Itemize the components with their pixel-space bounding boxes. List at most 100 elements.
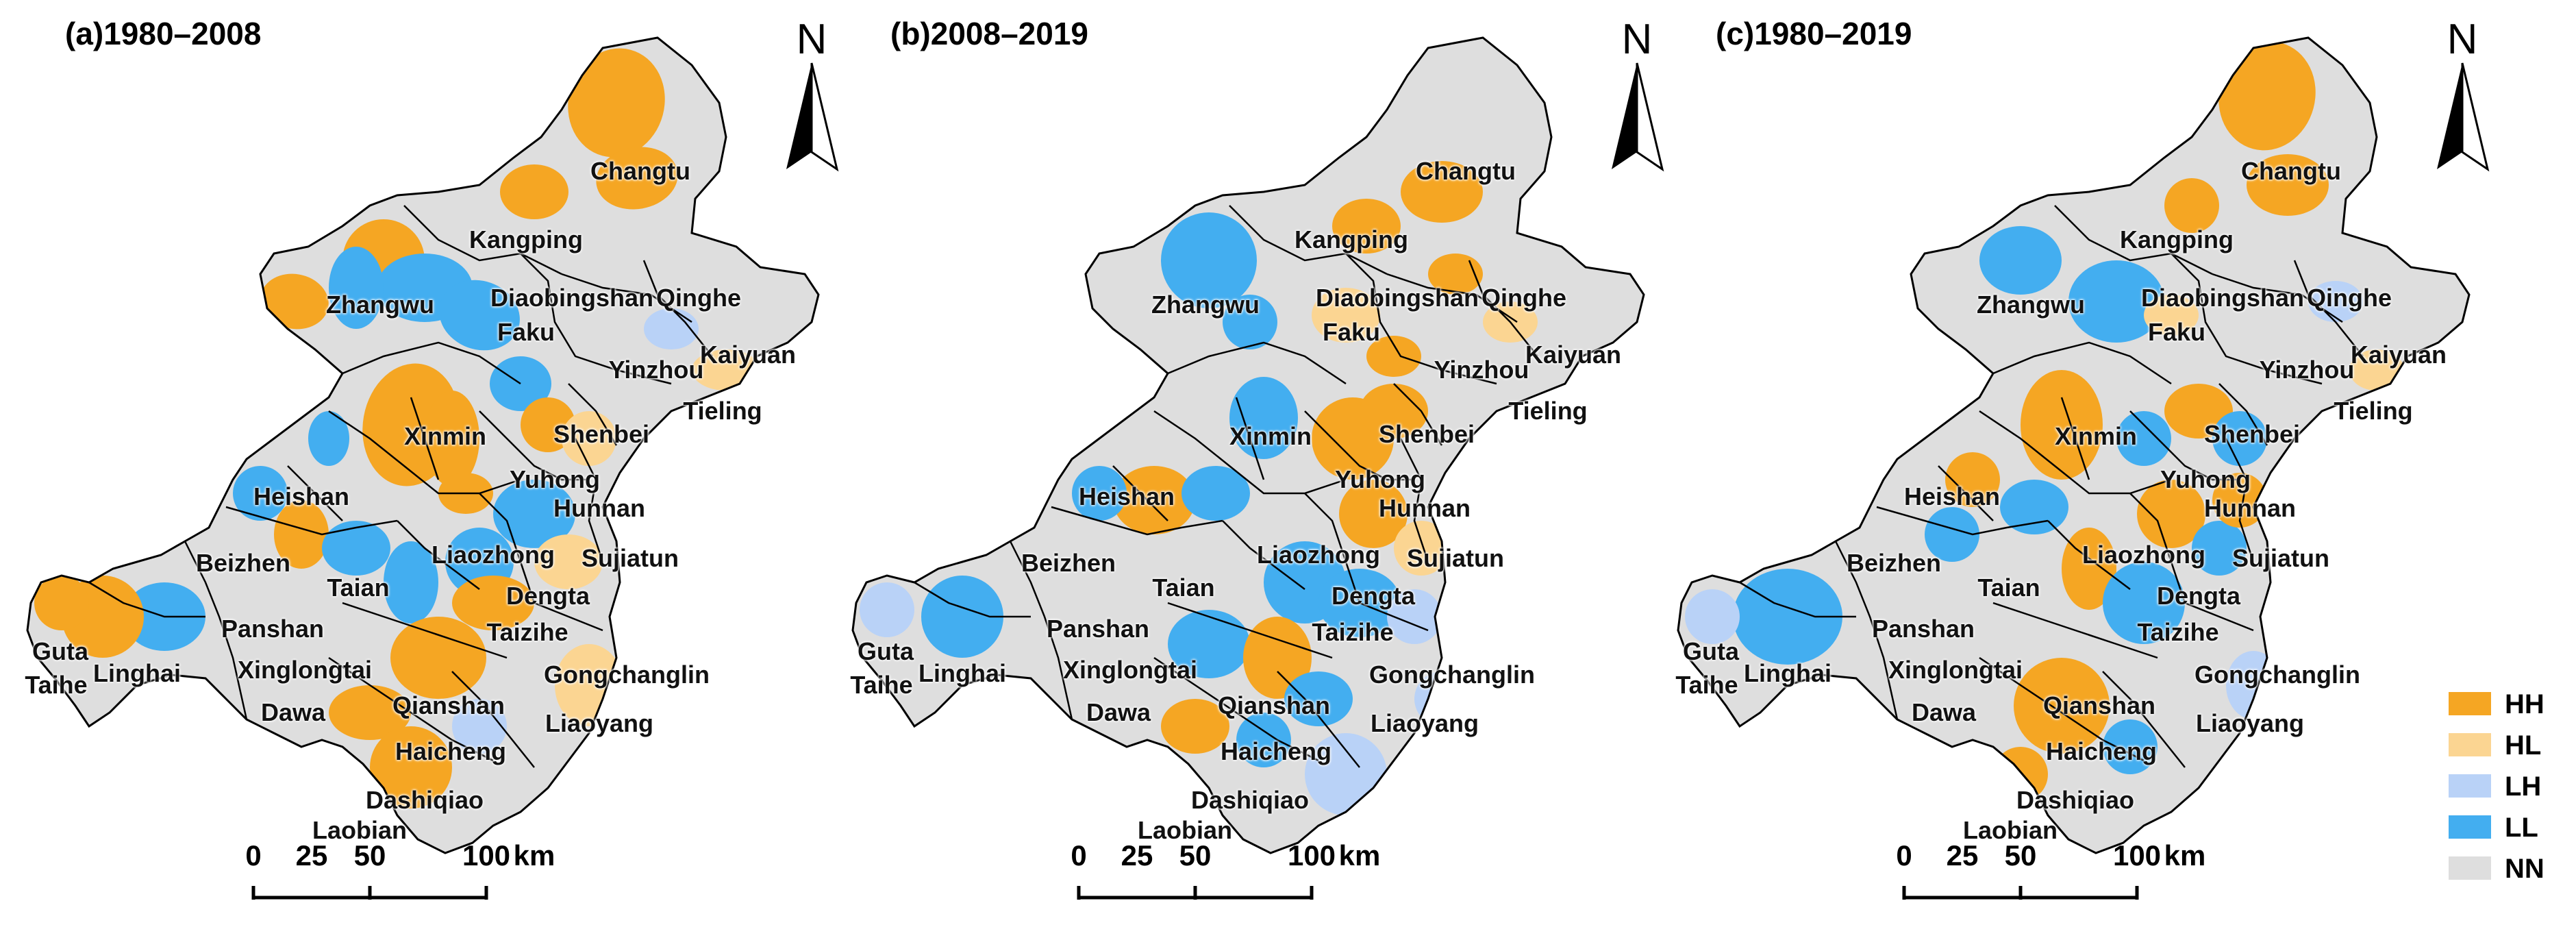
map-legend: HH HL LH LL NN [2449,685,2572,891]
place-label: Kaiyuan [2350,341,2447,369]
patch-ll [1223,295,1277,349]
place-label: Shenbei [2203,420,2301,448]
scale-bar-line [1902,886,2139,900]
district-boundary [520,253,672,385]
place-label: Hunnan [553,494,645,522]
study-area-outline [851,36,1645,854]
scale-tick-label: 0 [1896,839,1912,872]
district-boundary [2047,520,2131,590]
panel-title: (c)1980–2019 [1716,16,1912,51]
place-label: Kangping [1295,225,1408,254]
legend-swatch-ll [2449,815,2491,839]
patch-ll [1168,610,1250,678]
study-area-outline [26,36,820,854]
district-boundary [479,410,589,481]
place-label: Panshan [1046,615,1150,643]
patch-hh [452,576,534,630]
scale-bar: 0 25 50 100 km [245,839,610,915]
place-label: Xinglongtai [1063,656,1197,684]
place-label: Guta [32,637,89,665]
legend-item-nn: NN [2449,850,2572,891]
patch-ll [2212,411,2267,466]
place-label: Beizhen [1021,549,1116,577]
district-boundary [642,260,713,357]
scale-tick-label: 25 [1121,839,1153,872]
place-label: Shenbei [553,420,650,448]
north-arrow-right-half [810,62,839,172]
place-label: Diaobingshan [490,284,654,312]
map-canvas [851,36,1645,854]
north-arrow-label: N [796,16,827,63]
patch-hh [274,500,329,569]
place-label: Tieling [683,397,762,425]
patch-hh [425,391,479,486]
place-label: Shenbei [1378,420,1475,448]
legend-swatch-lh [2449,774,2491,798]
place-label: Dawa [1911,698,1977,726]
place-label: Liaoyang [545,709,654,737]
district-boundary [397,520,480,590]
place-label: Hunnan [1379,494,1471,522]
district-boundary [1992,341,2172,385]
place-label: Dengta [505,582,590,610]
place-label: Liaoyang [1370,709,1479,737]
place-label: Laobian [1962,816,2058,844]
place-label: Xinmin [403,422,487,450]
patch-hl [2349,349,2404,391]
legend-label-hl: HL [2505,730,2542,761]
place-label: Liaozhong [432,541,555,569]
north-arrow-left-half [786,63,812,169]
scale-tick-label: 100 [2112,839,2162,872]
place-label: Sujiatun [582,544,679,572]
place-label: Haicheng [2045,737,2158,765]
district-boundary [342,602,508,659]
legend-swatch-hh [2449,692,2491,715]
panel-title: (b)2008–2019 [890,16,1088,51]
patch-hh [1161,699,1229,754]
place-label: Panshan [1871,615,1975,643]
study-area-outline [1677,36,2471,854]
place-label: Dawa [260,698,326,726]
place-label: Liaozhong [1257,541,1380,569]
scale-bar-line [1077,886,1314,900]
scale-tick-label: 25 [295,839,328,872]
place-label: Yuhong [510,465,600,493]
place-label: Tieling [2334,397,2413,425]
district-boundary [410,397,440,480]
scale-tick-label: 0 [1071,839,1087,872]
patch-hh [370,726,452,809]
place-label: Faku [2147,318,2206,346]
north-arrow-icon [1612,62,1664,172]
district-boundary [2171,253,2323,385]
patch-ll [1072,466,1127,521]
district-boundary [534,602,603,632]
district-boundary [1051,506,1223,536]
district-boundary [88,581,205,618]
district-boundary [2129,410,2240,481]
map-canvas [26,36,820,854]
patch-ll [322,521,390,576]
place-label: Dawa [1086,698,1151,726]
legend-label-nn: NN [2505,854,2544,884]
place-label: Diaobingshan [2140,284,2305,312]
patch-ll [2000,480,2068,534]
district-boundary [1153,410,1347,495]
scale-tick-label: 0 [245,839,262,872]
district-boundary [451,671,535,768]
place-label: Taian [1977,573,2040,602]
scale-unit-label: km [513,839,555,872]
district-boundary [1979,410,2172,495]
place-label: Taihe [850,671,913,699]
place-label: Gongchanglin [1369,661,1535,689]
patch-hh [1428,254,1483,295]
cluster-patches [860,161,1538,815]
place-label: Taizihe [486,618,568,646]
place-label: Taizihe [1312,618,1394,646]
district-boundary [225,506,398,536]
place-label: Faku [497,318,555,346]
place-label: Xinglongtai [238,656,372,684]
place-label: Faku [1322,318,1381,346]
patch-hh [2137,480,2205,548]
place-label: Yuhong [2160,465,2251,493]
patch-ll [1236,713,1291,767]
